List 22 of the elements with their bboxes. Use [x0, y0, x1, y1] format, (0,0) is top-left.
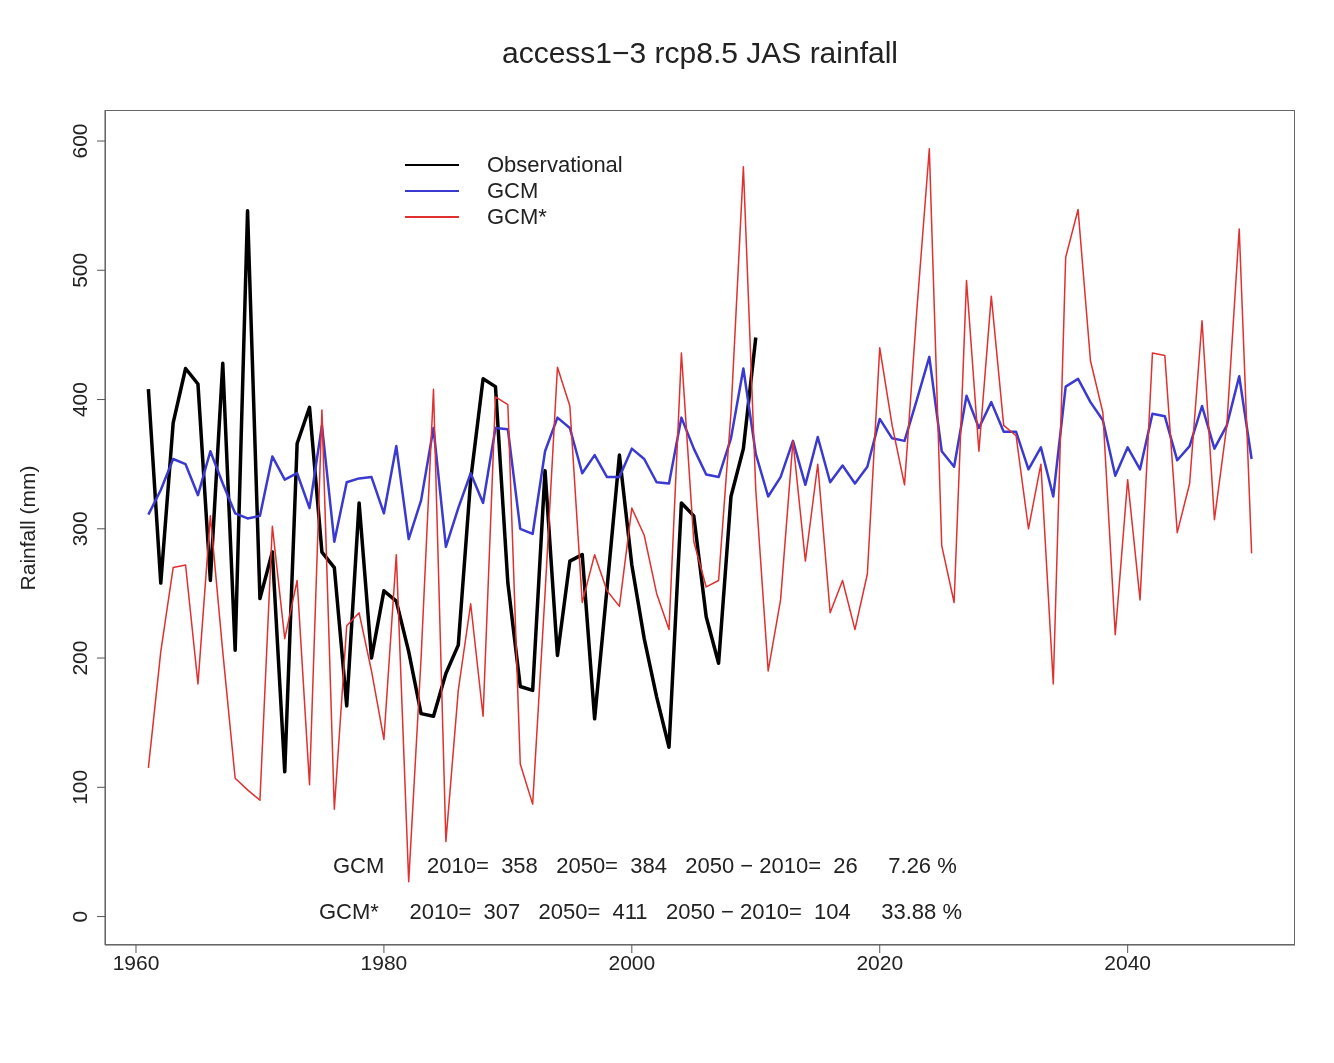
annotation: GCM 2010= 358 2050= 384 2050 − 2010= 26 7.26 % [333, 853, 957, 879]
legend-label: GCM [487, 178, 539, 204]
line-series [146, 209, 758, 774]
legend-label: GCM* [487, 204, 547, 230]
y-tick-label: 600 [68, 123, 91, 159]
y-tick-label: 200 [68, 640, 91, 676]
x-tick-label: 1980 [360, 950, 408, 974]
annotation: GCM* 2010= 307 2050= 411 2050 − 2010= 104 33.88 % [319, 899, 962, 925]
legend-label: Observational [487, 152, 623, 178]
chart-title: access1−3 rcp8.5 JAS rainfall [500, 36, 899, 70]
y-tick-label: 100 [68, 769, 91, 805]
y-tick-label: 500 [68, 252, 91, 288]
line-series [147, 148, 1253, 883]
line-series [147, 355, 1253, 549]
y-tick-label: 0 [68, 910, 91, 923]
y-tick-label: 300 [68, 511, 91, 547]
x-tick-label: 1960 [112, 950, 160, 974]
x-tick-label: 2000 [608, 950, 656, 974]
y-tick-label: 400 [68, 382, 91, 418]
x-tick-label: 2020 [856, 950, 904, 974]
y-axis-title: Rainfall (mm) [16, 465, 40, 590]
x-tick-label: 2040 [1104, 950, 1152, 974]
